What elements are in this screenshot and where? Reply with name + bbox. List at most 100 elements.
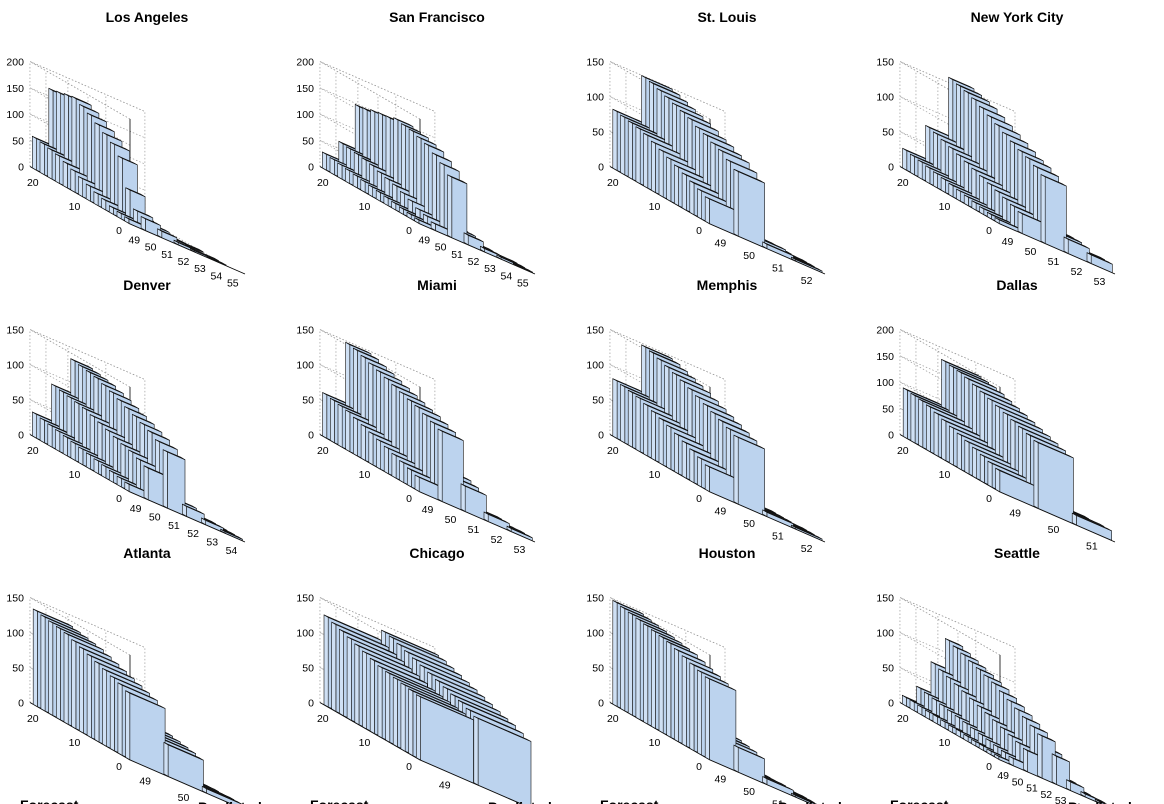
bar: [162, 449, 186, 517]
bar: [163, 741, 204, 793]
bar: [762, 241, 794, 261]
y-tick-label: 0: [696, 493, 702, 505]
z-tick-label: 200: [296, 57, 314, 69]
x-tick-label: 54: [211, 270, 223, 282]
y-tick-label: 0: [116, 225, 122, 237]
y-tick-label: 20: [27, 713, 39, 725]
bar: [1040, 173, 1067, 254]
x-tick-label: 55: [517, 277, 529, 289]
subplot-title: Seattle: [994, 545, 1040, 561]
z-tick-label: 0: [18, 162, 24, 174]
x-tick-label: 49: [139, 775, 151, 787]
z-tick-label: 100: [586, 360, 604, 372]
x-tick-label: 52: [187, 528, 199, 540]
bar: [483, 511, 510, 532]
y-tick-label: 0: [116, 493, 122, 505]
y-tick-label: 20: [607, 177, 619, 189]
x-tick-label: 49: [715, 237, 727, 249]
y-tick-label: 0: [986, 761, 992, 773]
z-tick-label: 100: [6, 628, 24, 640]
bar: [791, 792, 818, 804]
bars: [612, 599, 818, 804]
y-tick-label: 0: [116, 761, 122, 773]
bar: [733, 168, 765, 248]
y-tick-label: 10: [69, 201, 81, 213]
z-tick-label: 150: [6, 593, 24, 605]
bar: [414, 217, 435, 231]
x-tick-label: 50: [1025, 246, 1037, 258]
z-tick-label: 50: [12, 395, 24, 407]
bar: [791, 524, 823, 541]
bar: [460, 483, 487, 522]
x-tick-label: 54: [501, 270, 513, 282]
x-tick-label: 50: [743, 518, 755, 530]
bar: [1063, 236, 1090, 264]
subplot-title: New York City: [971, 9, 1064, 25]
bars: [322, 341, 533, 542]
bar: [704, 196, 737, 236]
z-tick-label: 0: [888, 162, 894, 174]
x-tick-label: 49: [715, 505, 727, 517]
y-tick-label: 0: [986, 225, 992, 237]
x-tick-label: 52: [1040, 789, 1052, 801]
z-tick-label: 150: [586, 593, 604, 605]
x-tick-label: 50: [743, 786, 755, 798]
bar: [1086, 252, 1113, 274]
x-axis-label-line1: Predicted: [1068, 799, 1132, 804]
subplot-title: Atlanta: [123, 545, 171, 561]
bar: [414, 474, 441, 502]
subplot-11: Houston 0 50 100 150 0 10 20 49 50 51 52 Forecast Pre…: [586, 545, 842, 804]
subplot-9: Atlanta05010015001020495051ForecastPredi…: [6, 545, 262, 804]
y-tick-label: 20: [897, 445, 909, 457]
x-axis-label-line1: Predicted: [778, 799, 842, 804]
subplot-7: Memphis 0 50 100 150 0 10 20 49 50 51 52: [586, 277, 826, 555]
bar: [125, 690, 166, 776]
x-axis-label-line1: Predicted: [488, 799, 552, 804]
y-axis-label: Forecast: [600, 797, 659, 804]
z-tick-label: 50: [302, 663, 314, 675]
x-tick-label: 49: [1009, 507, 1021, 519]
subplot-title: Dallas: [996, 277, 1037, 293]
z-tick-label: 100: [6, 360, 24, 372]
x-tick-label: 52: [801, 275, 813, 287]
y-tick-label: 10: [649, 201, 661, 213]
x-tick-label: 51: [772, 530, 784, 542]
y-tick-label: 20: [607, 445, 619, 457]
z-tick-label: 0: [308, 430, 314, 442]
x-tick-label: 53: [206, 537, 218, 549]
bar: [201, 785, 242, 804]
subplot-title: St. Louis: [697, 9, 756, 25]
bar: [182, 503, 205, 525]
z-tick-label: 100: [296, 109, 314, 121]
x-tick-label: 51: [772, 798, 784, 804]
y-axis-label: Forecast: [890, 797, 949, 804]
z-tick-label: 100: [876, 377, 894, 389]
z-tick-label: 0: [18, 698, 24, 710]
bars: [612, 74, 823, 273]
z-tick-label: 50: [302, 395, 314, 407]
bars: [32, 358, 243, 542]
y-tick-label: 0: [406, 493, 412, 505]
x-tick-label: 51: [1048, 256, 1060, 268]
y-axis-label: Forecast: [310, 797, 369, 804]
z-tick-label: 0: [888, 430, 894, 442]
bar: [1017, 210, 1044, 244]
z-tick-label: 200: [6, 57, 24, 69]
z-tick-label: 100: [876, 92, 894, 104]
bars: [31, 87, 227, 267]
x-tick-label: 50: [445, 514, 457, 526]
z-tick-label: 50: [882, 127, 894, 139]
z-tick-label: 50: [882, 403, 894, 415]
subplot-title: San Francisco: [389, 9, 485, 25]
x-tick-label: 50: [149, 512, 161, 524]
x-tick-label: 53: [514, 544, 526, 556]
subplot-title: Houston: [699, 545, 756, 561]
z-tick-label: 150: [6, 325, 24, 337]
bar: [173, 239, 194, 252]
z-tick-label: 150: [296, 593, 314, 605]
y-tick-label: 10: [649, 737, 661, 749]
x-tick-label: 51: [1026, 783, 1038, 795]
bar: [480, 245, 501, 259]
x-tick-label: 51: [1086, 541, 1098, 553]
